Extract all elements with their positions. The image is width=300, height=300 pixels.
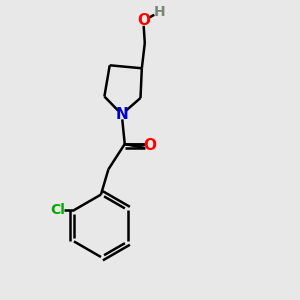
Text: H: H: [154, 5, 166, 19]
Text: O: O: [143, 138, 157, 153]
Text: N: N: [116, 107, 128, 122]
Text: Cl: Cl: [50, 203, 65, 217]
Text: O: O: [137, 13, 150, 28]
